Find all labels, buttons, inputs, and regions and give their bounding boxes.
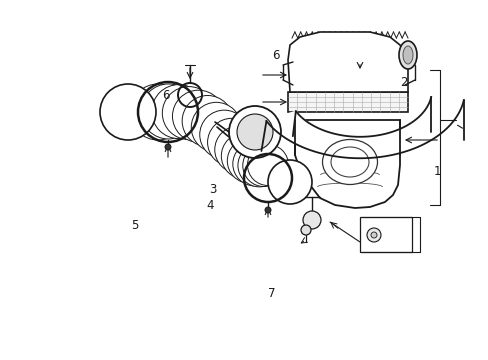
- Circle shape: [100, 84, 156, 140]
- Circle shape: [273, 166, 305, 198]
- Circle shape: [232, 142, 276, 186]
- Circle shape: [227, 138, 272, 183]
- Text: 4: 4: [206, 199, 214, 212]
- Text: 6: 6: [272, 49, 280, 62]
- Circle shape: [237, 114, 272, 150]
- Circle shape: [228, 106, 281, 158]
- Ellipse shape: [402, 46, 412, 64]
- Circle shape: [221, 133, 267, 179]
- Polygon shape: [287, 92, 407, 112]
- Ellipse shape: [330, 147, 368, 177]
- Circle shape: [370, 232, 376, 238]
- Text: 6: 6: [162, 89, 170, 102]
- Text: 5: 5: [130, 219, 138, 231]
- Circle shape: [130, 84, 185, 140]
- Ellipse shape: [322, 140, 377, 185]
- Circle shape: [172, 90, 224, 142]
- Polygon shape: [294, 120, 399, 208]
- Circle shape: [199, 110, 248, 159]
- Circle shape: [264, 207, 270, 213]
- Circle shape: [141, 84, 196, 139]
- Ellipse shape: [398, 41, 416, 69]
- Circle shape: [191, 102, 241, 152]
- Circle shape: [238, 144, 281, 187]
- Text: 1: 1: [433, 165, 441, 177]
- Circle shape: [182, 95, 233, 147]
- Polygon shape: [266, 97, 463, 158]
- Circle shape: [207, 118, 255, 166]
- Text: 3: 3: [208, 183, 216, 195]
- Circle shape: [303, 211, 320, 229]
- Bar: [359, 217, 411, 252]
- Circle shape: [214, 126, 261, 173]
- Circle shape: [267, 160, 311, 204]
- Text: 2: 2: [399, 76, 407, 89]
- Circle shape: [301, 225, 310, 235]
- Polygon shape: [287, 32, 407, 92]
- Circle shape: [106, 90, 150, 134]
- Text: 7: 7: [267, 287, 275, 300]
- Circle shape: [247, 144, 288, 185]
- Circle shape: [151, 85, 205, 139]
- Circle shape: [164, 144, 171, 150]
- Circle shape: [162, 87, 215, 140]
- Circle shape: [366, 228, 380, 242]
- Circle shape: [242, 144, 284, 186]
